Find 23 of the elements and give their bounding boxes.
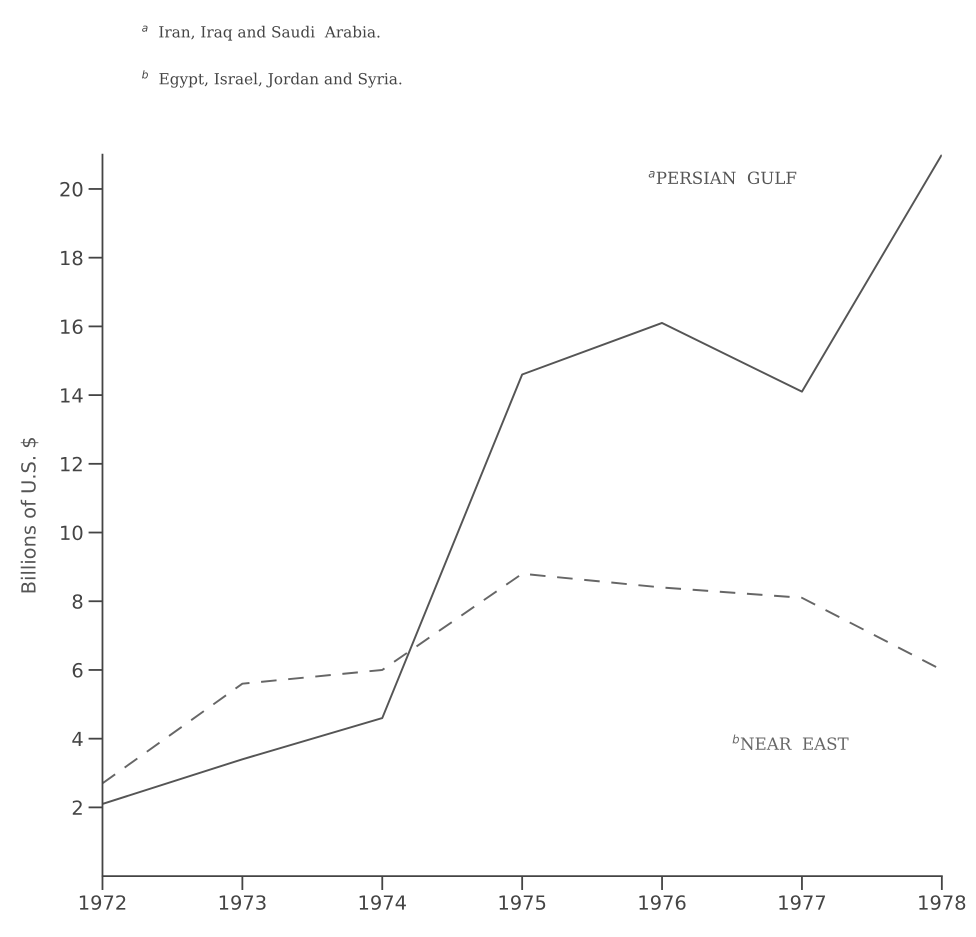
x-tick-label: 1972	[80, 895, 126, 910]
y-tick-label: 20	[60, 182, 82, 197]
text: $^{b}$ Egypt, Israel, Jordan and Syria.	[142, 70, 402, 88]
y-tick-label: 8	[72, 594, 82, 609]
y-axis-title: Billions of U.S. $	[20, 438, 38, 592]
text: $^{b}$NEAR EAST	[732, 734, 849, 750]
y-tick-label: 2	[72, 800, 82, 815]
x-tick-label: 1977	[779, 895, 826, 910]
x-tick-label: 1973	[220, 895, 266, 910]
y-tick-label: 18	[61, 250, 82, 266]
text: $^{a}$ Iran, Iraq and Saudi Arabia.	[142, 26, 380, 41]
x-tick-label: 1976	[639, 895, 686, 910]
x-tick-label: 1978	[919, 895, 966, 910]
y-tick-label: 14	[61, 388, 83, 402]
text: $^{a}$PERSIAN GULF	[648, 170, 796, 184]
y-tick-label: 4	[72, 732, 83, 746]
y-tick-label: 12	[61, 456, 82, 472]
x-tick-label: 1975	[500, 895, 546, 910]
line-series	[102, 154, 942, 805]
y-tick-label: 6	[72, 662, 83, 678]
y-tick-label: 10	[61, 525, 82, 540]
x-tick-label: 1974	[360, 895, 406, 910]
y-tick-label: 16	[61, 319, 83, 334]
